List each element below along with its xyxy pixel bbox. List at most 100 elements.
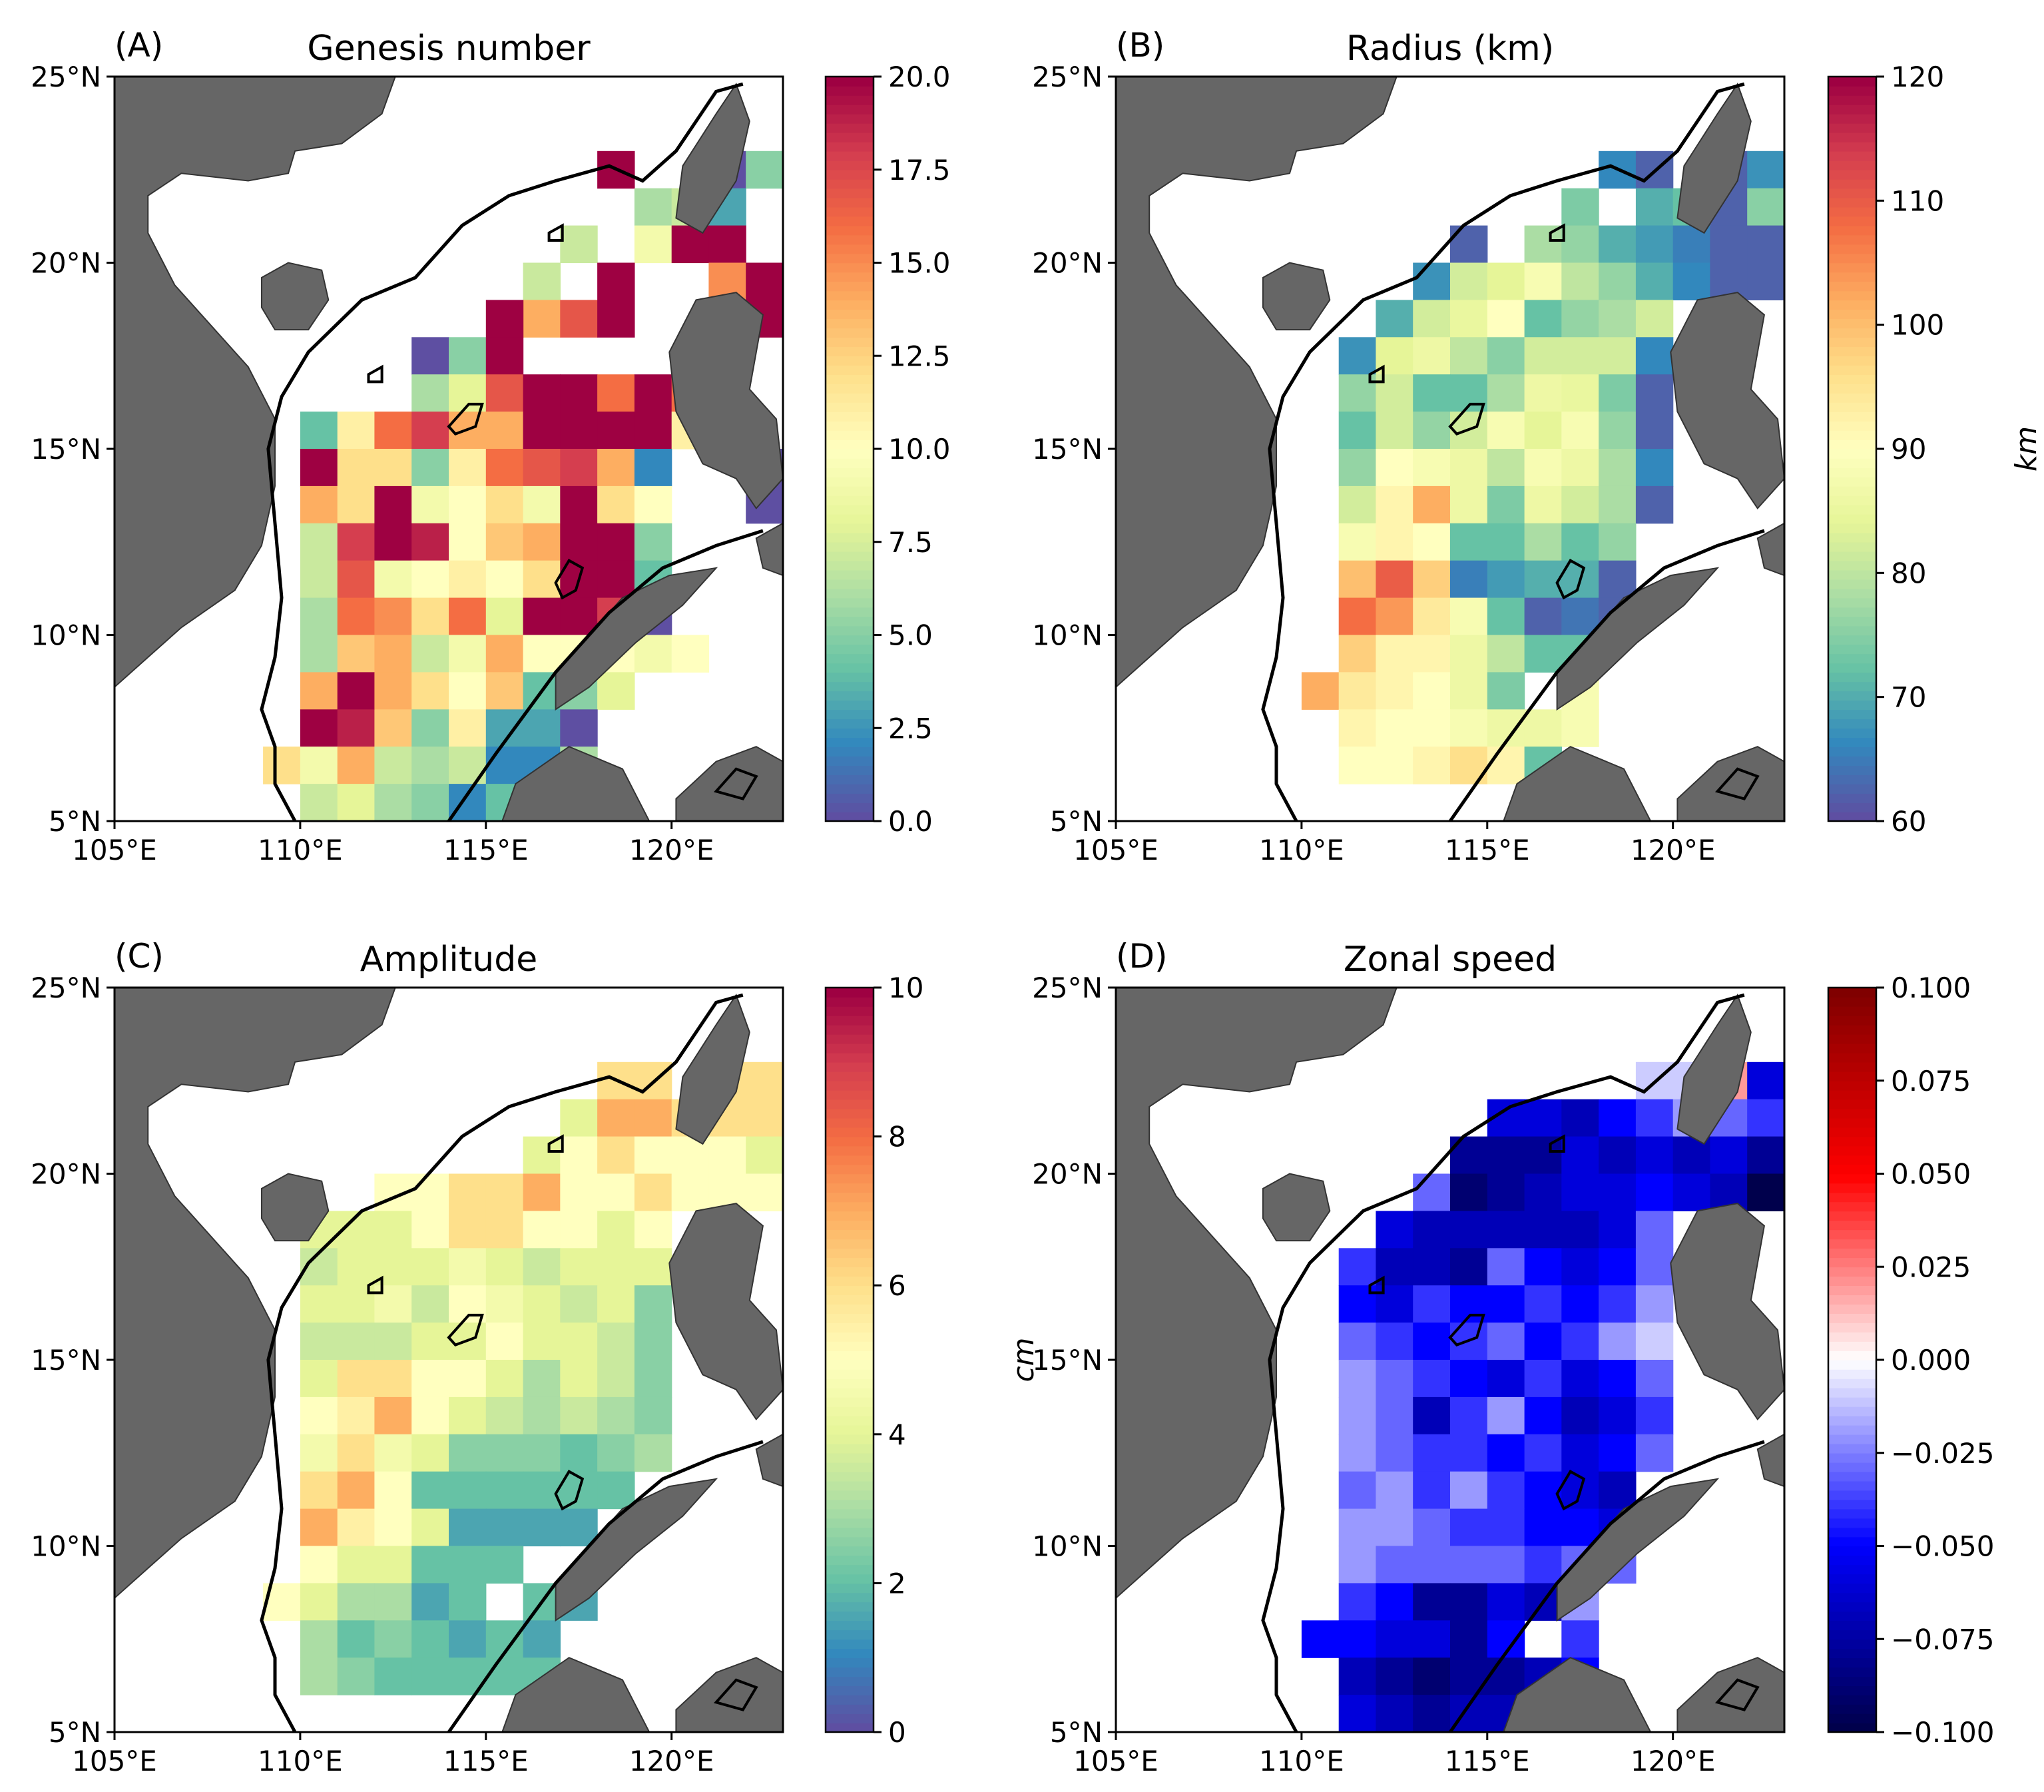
heatmap-cell: [411, 709, 449, 747]
heatmap-cell: [1524, 262, 1562, 300]
heatmap-cell: [337, 1471, 376, 1510]
colorbar-segment: [1828, 579, 1876, 589]
reef-outline: [1714, 1678, 1760, 1711]
heatmap-cell: [746, 1136, 783, 1175]
colorbar-segment: [826, 1490, 874, 1500]
heatmap-cell: [1450, 635, 1488, 673]
heatmap-cell: [1561, 449, 1599, 487]
heatmap-cell: [523, 560, 561, 599]
colorbar-segment: [826, 253, 874, 264]
heatmap-cell: [1599, 523, 1637, 561]
heatmap-cell: [1376, 1583, 1413, 1621]
heatmap-cell: [1635, 449, 1674, 487]
colorbar-tick-label: 4: [888, 1418, 906, 1451]
heatmap-cell: [1524, 1434, 1562, 1472]
heatmap-cell: [597, 262, 635, 300]
heatmap-cell: [1561, 1211, 1599, 1249]
heatmap-cell: [597, 672, 635, 710]
colorbar-segment: [826, 579, 874, 589]
land-mass: [260, 262, 330, 331]
colorbar-segment: [826, 262, 874, 273]
panel-label: (A): [115, 26, 163, 65]
heatmap-cell: [1524, 523, 1562, 561]
heatmap-cell: [449, 672, 487, 710]
colorbar-segment: [1828, 1499, 1876, 1510]
heatmap-cell: [1599, 337, 1637, 375]
colorbar-segment: [826, 1173, 874, 1184]
heatmap-cell: [411, 1396, 449, 1435]
colorbar-segment: [1828, 1276, 1876, 1286]
colorbar-segment: [826, 1239, 874, 1249]
heatmap-cell: [337, 412, 376, 449]
heatmap-cell: [1487, 1434, 1525, 1472]
y-tick-label: 25°N: [1032, 972, 1103, 1004]
heatmap-cell: [1413, 485, 1451, 524]
heatmap-cell: [1338, 412, 1377, 449]
colorbar-segment: [826, 234, 874, 245]
colorbar-tick-label: 5.0: [888, 619, 933, 652]
isobath-outline: [1261, 993, 1745, 1732]
colorbar-segment: [826, 216, 874, 226]
heatmap-cell: [1561, 597, 1599, 636]
colorbar-tick-label: −0.025: [1891, 1437, 1994, 1470]
heatmap-cell: [560, 709, 598, 747]
colorbar-segment: [1828, 1611, 1876, 1622]
colorbar-segment: [1828, 691, 1876, 701]
heatmap-cell: [1635, 485, 1674, 524]
x-tick-label: 120°E: [629, 1745, 714, 1777]
colorbar-segment: [1828, 1285, 1876, 1295]
heatmap-cell: [634, 412, 672, 449]
heatmap-cell: [523, 262, 561, 300]
heatmap-cell: [1376, 1471, 1413, 1510]
heatmap-cell: [300, 1583, 338, 1621]
heatmap-cell: [337, 747, 376, 784]
colorbar-segment: [1828, 737, 1876, 747]
colorbar-segment: [826, 1061, 874, 1072]
colorbar-segment: [1828, 1034, 1876, 1044]
heatmap-cell: [1561, 1099, 1599, 1137]
heatmap-cell: [1450, 1211, 1488, 1249]
heatmap-cell: [1376, 1211, 1413, 1249]
colorbar-segment: [826, 1592, 874, 1603]
heatmap-cell: [1635, 1396, 1674, 1435]
colorbar-segment: [1828, 1592, 1876, 1603]
colorbar-segment: [1828, 1574, 1876, 1584]
colorbar-tick-label: 0.000: [1891, 1344, 1971, 1376]
isobath-outline: [1448, 1440, 1765, 1732]
heatmap-cell: [634, 374, 672, 412]
heatmap-cell: [597, 1360, 635, 1398]
heatmap-cell: [1524, 1323, 1562, 1360]
colorbar-segment: [1828, 356, 1876, 366]
heatmap-cell: [300, 523, 338, 561]
colorbar-segment: [1828, 150, 1876, 161]
heatmap-cell: [560, 1323, 598, 1360]
heatmap-cell: [560, 1396, 598, 1435]
heatmap-cell: [1413, 1583, 1451, 1621]
heatmap-cell: [1487, 523, 1525, 561]
colorbar-segment: [1828, 644, 1876, 655]
colorbar-segment: [826, 449, 874, 459]
heatmap-cell: [1376, 1396, 1413, 1435]
panel-3: 105°E 110°E 115°E 120°E 5°N 10°N 15°N 20°N 25°N A…: [31, 937, 1041, 1777]
panel-2: 105°E 110°E 115°E 120°E 5°N 10°N 15°N 20°N 25°N R…: [1032, 26, 2043, 866]
heatmap-cell: [1487, 1583, 1525, 1621]
colorbar-segment: [826, 1332, 874, 1342]
heatmap-cell: [1524, 300, 1562, 338]
heatmap-cell: [597, 412, 635, 449]
colorbar-segment: [826, 1462, 874, 1472]
heatmap-cell: [1561, 1136, 1599, 1175]
heatmap-cell: [411, 1620, 449, 1658]
heatmap-cell: [1450, 337, 1488, 375]
heatmap-cell: [1376, 1360, 1413, 1398]
heatmap-cell: [1635, 1285, 1674, 1323]
colorbar-segment: [1828, 300, 1876, 310]
colorbar-segment: [1828, 104, 1876, 115]
colorbar-segment: [1828, 458, 1876, 468]
heatmap-cell: [560, 485, 598, 524]
colorbar-segment: [1828, 384, 1876, 394]
colorbar-segment: [826, 1667, 874, 1677]
x-tick-label: 115°E: [443, 834, 529, 866]
colorbar-segment: [1828, 1452, 1876, 1463]
colorbar-segment: [826, 700, 874, 711]
colorbar-segment: [826, 1323, 874, 1333]
